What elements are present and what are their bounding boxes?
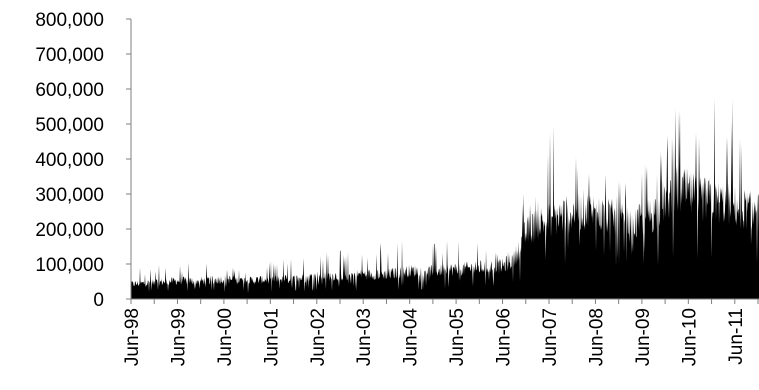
x-tick-label: Jun-02 (308, 308, 329, 366)
y-tick-label: 800,000 (35, 10, 104, 31)
y-tick-label: 500,000 (35, 115, 104, 136)
x-tick-label: Jun-06 (494, 308, 515, 366)
series-area-fill (131, 97, 759, 300)
y-tick-label: 700,000 (35, 45, 104, 66)
x-tick-label: Jun-04 (401, 308, 422, 367)
x-tick-label: Jun-05 (447, 308, 468, 366)
y-tick-label: 100,000 (35, 255, 104, 276)
y-tick-label: 300,000 (35, 185, 104, 206)
x-axis: Jun-98 Jun-99 Jun-00 Jun-01 Jun-02 Jun-03 Jun-… (122, 298, 759, 367)
x-tick-label: Jun-07 (540, 308, 561, 366)
x-tick-label: Jun-99 (168, 308, 189, 366)
x-tick-label: Jun-98 (122, 308, 143, 366)
x-tick-label: Jun-08 (586, 308, 607, 366)
x-tick-label: Jun-10 (679, 308, 700, 366)
plot-area (131, 97, 759, 300)
x-tick-label: Jun-09 (633, 308, 654, 366)
y-tick-label: 600,000 (35, 80, 104, 101)
x-tick-label: Jun-00 (215, 308, 236, 366)
x-tick-label: Jun-03 (354, 308, 375, 366)
y-tick-label: 0 (93, 290, 104, 311)
x-tick-label: Jun-01 (261, 308, 282, 366)
x-tick-label: Jun-11 (726, 308, 747, 365)
y-tick-label: 200,000 (35, 220, 104, 241)
y-axis: 0 100,000 200,000 300,000 400,000 500,000 600,… (35, 10, 132, 311)
y-tick-label: 400,000 (35, 150, 104, 171)
